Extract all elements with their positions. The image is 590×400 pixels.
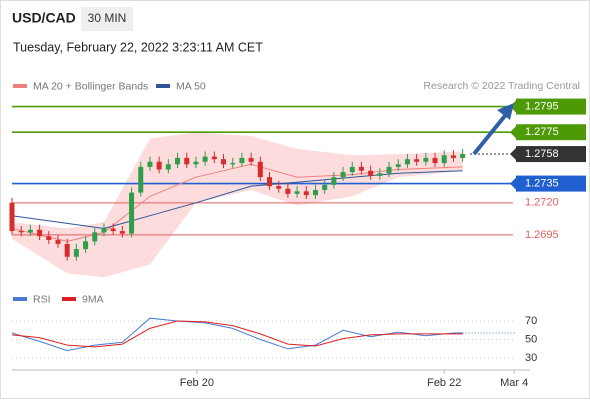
level-pointer <box>510 148 516 161</box>
level-label: 1.2735 <box>525 177 559 189</box>
candle-body <box>101 228 107 233</box>
candle-body <box>414 159 420 162</box>
candle-body <box>368 170 374 176</box>
candle-body <box>37 229 43 237</box>
candle-body <box>156 161 162 170</box>
candle-body <box>147 161 153 167</box>
x-tick-label: Mar 4 <box>500 377 528 389</box>
candle-body <box>184 157 190 165</box>
legend-label: MA 20 + Bollinger Bands <box>33 80 148 92</box>
price-panel: 1.2795 1.2775 1.2758 1.2735 1.2720 1.2695 MA 2… <box>9 80 586 389</box>
candle-body <box>239 157 245 164</box>
y-tick-label: 70 <box>525 315 537 327</box>
candle-body <box>83 241 89 250</box>
level-box <box>516 124 586 141</box>
candle-body <box>386 166 392 174</box>
candle-body <box>92 232 98 242</box>
legend-swatch <box>13 84 27 88</box>
timeframe[interactable]: 30 MIN <box>88 11 127 25</box>
candle-body <box>193 161 199 165</box>
y-tick-label: 50 <box>525 333 537 345</box>
symbol: USD/CAD <box>12 10 76 26</box>
candle-body <box>285 188 291 194</box>
candle-body <box>64 243 70 257</box>
candle-body <box>129 192 135 234</box>
candle-body <box>460 154 466 158</box>
candle-body <box>395 164 401 167</box>
legend-label: RSI <box>33 293 51 305</box>
candle-body <box>46 236 52 241</box>
candle-body <box>138 166 144 193</box>
candle-body <box>55 240 61 244</box>
legend-label: 9MA <box>82 293 104 305</box>
candle-body <box>211 156 217 160</box>
level-label: 1.2795 <box>525 100 559 112</box>
candle-body <box>423 157 429 162</box>
candle-body <box>73 249 79 257</box>
candle-body <box>202 156 208 162</box>
rsi-panel: 70 50 30 RSI 9MA <box>11 293 537 364</box>
source: Research © 2022 Trading Central <box>423 80 580 92</box>
candle-body <box>322 184 328 190</box>
candle-body <box>248 157 254 162</box>
candle-body <box>230 163 236 165</box>
x-tick-label: Feb 20 <box>180 377 214 389</box>
legend-swatch <box>13 297 27 301</box>
candle-body <box>110 228 116 232</box>
candle-body <box>175 157 181 165</box>
candle-body <box>358 166 364 171</box>
indicator-line <box>11 317 463 352</box>
level-label: 1.2758 <box>525 148 559 160</box>
candle-body <box>27 229 33 233</box>
indicator-line <box>11 320 463 348</box>
candle-body <box>331 177 337 185</box>
level-label: 1.2695 <box>525 229 559 241</box>
legend-label: MA 50 <box>176 80 206 92</box>
candle-body <box>276 186 282 189</box>
timestamp: Tuesday, February 22, 2022 3:23:11 AM CE… <box>13 40 263 54</box>
arrow-head <box>497 103 514 120</box>
level-label: 1.2775 <box>525 126 559 138</box>
moving-average <box>11 170 463 230</box>
level-label: 1.2720 <box>525 197 559 209</box>
candle-body <box>18 231 24 233</box>
candle-body <box>340 172 346 178</box>
level-box <box>516 98 586 115</box>
candle-body <box>221 159 227 165</box>
candle-body <box>377 173 383 176</box>
level-box <box>516 175 586 192</box>
candle-body <box>312 190 318 196</box>
level-box <box>516 146 586 163</box>
candle-body <box>294 191 300 194</box>
candle-body <box>119 231 125 234</box>
candle-body <box>349 166 355 173</box>
timeframe-box[interactable] <box>81 7 133 31</box>
y-tick-label: 30 <box>525 352 537 364</box>
candle-body <box>303 191 309 196</box>
candle-body <box>165 164 171 170</box>
candle-body <box>267 177 272 187</box>
x-tick-label: Feb 22 <box>427 377 461 389</box>
candle-body <box>257 161 263 178</box>
candle-body <box>432 157 438 164</box>
candle-body <box>9 202 15 232</box>
level-pointer <box>510 177 516 190</box>
legend-swatch <box>156 84 170 88</box>
level-pointer <box>510 126 516 139</box>
legend-swatch <box>62 297 76 301</box>
candle-body <box>441 155 447 164</box>
candle-body <box>450 155 456 158</box>
candle-body <box>404 159 410 165</box>
forecast-arrow <box>472 110 510 156</box>
